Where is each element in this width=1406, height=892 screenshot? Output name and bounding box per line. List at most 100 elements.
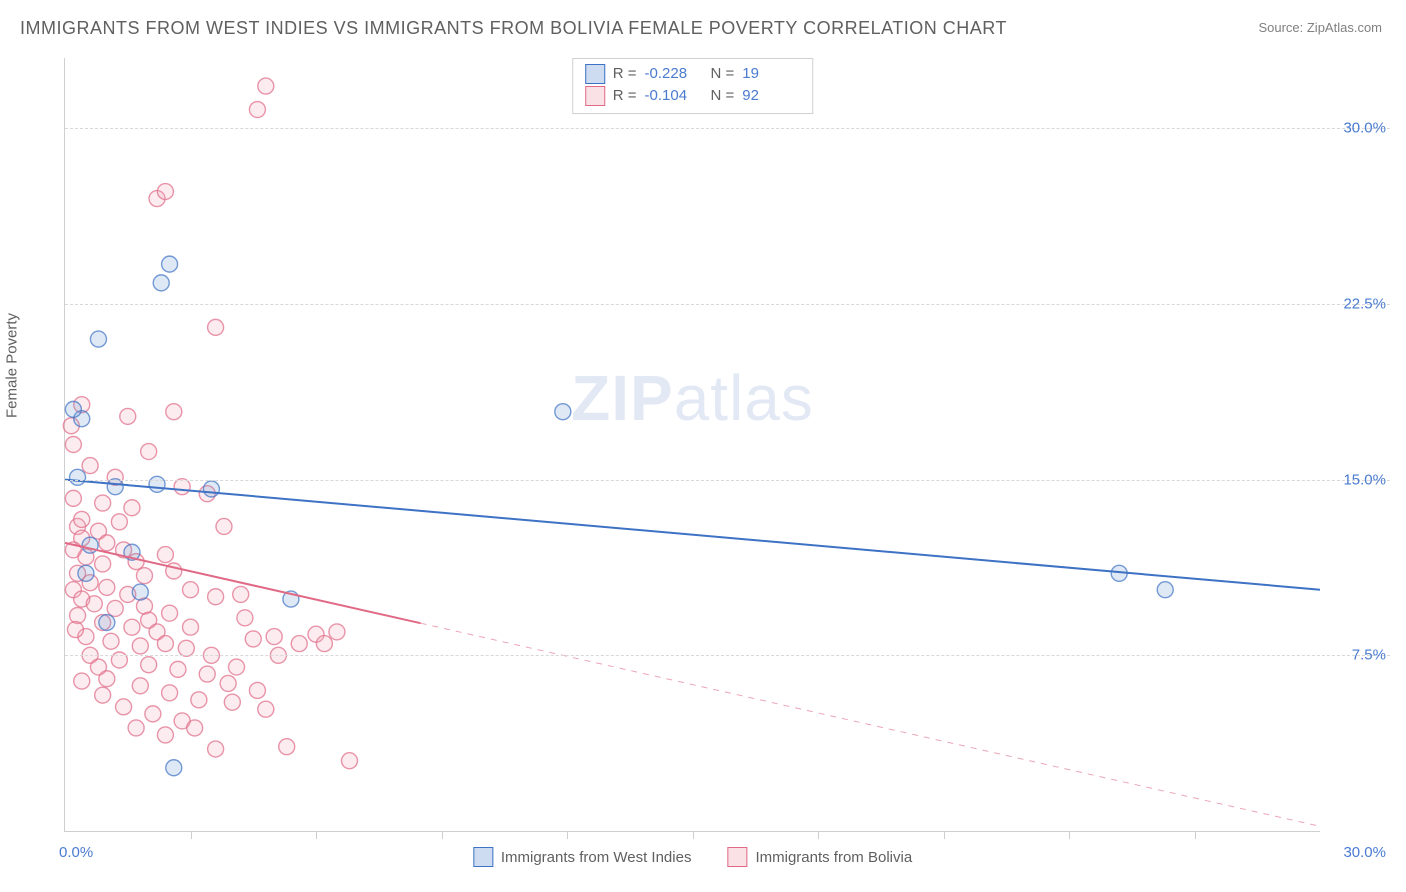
data-point: [291, 636, 307, 652]
data-point: [65, 437, 81, 453]
series-legend: Immigrants from West Indies Immigrants f…: [473, 847, 912, 867]
series-a-name: Immigrants from West Indies: [501, 849, 692, 866]
r-label: R =: [613, 85, 637, 107]
data-point: [78, 565, 94, 581]
data-point: [99, 535, 115, 551]
swatch-series-a: [473, 847, 493, 867]
data-point: [157, 727, 173, 743]
data-point: [208, 589, 224, 605]
x-tick: [693, 831, 694, 839]
r-label: R =: [613, 63, 637, 85]
data-point: [258, 78, 274, 94]
legend-item-b: Immigrants from Bolivia: [727, 847, 912, 867]
plot-svg: [65, 58, 1320, 831]
data-point: [70, 469, 86, 485]
data-point: [67, 622, 83, 638]
gridline: [65, 304, 1390, 305]
data-point: [245, 631, 261, 647]
data-point: [111, 514, 127, 530]
data-point: [166, 404, 182, 420]
source-attribution: Source: ZipAtlas.com: [1258, 20, 1382, 35]
data-point: [95, 556, 111, 572]
data-point: [95, 495, 111, 511]
data-point: [329, 624, 345, 640]
data-point: [157, 636, 173, 652]
y-tick-label: 15.0%: [1343, 471, 1386, 488]
data-point: [99, 615, 115, 631]
x-tick: [442, 831, 443, 839]
data-point: [174, 479, 190, 495]
n-label: N =: [711, 63, 735, 85]
data-point: [316, 636, 332, 652]
series-b-name: Immigrants from Bolivia: [755, 849, 912, 866]
data-point: [103, 633, 119, 649]
data-point: [555, 404, 571, 420]
legend-item-a: Immigrants from West Indies: [473, 847, 692, 867]
swatch-series-b: [585, 86, 605, 106]
data-point: [162, 605, 178, 621]
data-point: [170, 661, 186, 677]
x-tick: [567, 831, 568, 839]
gridline: [65, 655, 1390, 656]
data-point: [70, 607, 86, 623]
trend-line: [65, 480, 1320, 590]
data-point: [65, 401, 81, 417]
x-tick: [944, 831, 945, 839]
data-point: [203, 481, 219, 497]
data-point: [132, 678, 148, 694]
data-point: [266, 629, 282, 645]
trend-line-extrapolated: [421, 623, 1320, 826]
data-point: [95, 687, 111, 703]
gridline: [65, 480, 1390, 481]
data-point: [141, 657, 157, 673]
data-point: [86, 596, 102, 612]
data-point: [199, 666, 215, 682]
data-point: [116, 699, 132, 715]
data-point: [141, 444, 157, 460]
data-point: [141, 612, 157, 628]
y-tick-label: 22.5%: [1343, 295, 1386, 312]
x-tick: [818, 831, 819, 839]
data-point: [153, 275, 169, 291]
x-tick: [316, 831, 317, 839]
y-axis-label: Female Poverty: [4, 313, 21, 418]
data-point: [74, 673, 90, 689]
n-label: N =: [711, 85, 735, 107]
data-point: [237, 610, 253, 626]
data-point: [136, 568, 152, 584]
data-point: [216, 518, 232, 534]
swatch-series-b: [727, 847, 747, 867]
data-point: [162, 256, 178, 272]
correlation-legend: R = -0.228 N = 19 R = -0.104 N = 92: [572, 58, 814, 114]
data-point: [65, 490, 81, 506]
data-point: [132, 584, 148, 600]
x-tick: [191, 831, 192, 839]
data-point: [132, 638, 148, 654]
data-point: [208, 741, 224, 757]
data-point: [178, 640, 194, 656]
data-point: [120, 408, 136, 424]
data-point: [74, 511, 90, 527]
data-point: [157, 184, 173, 200]
data-point: [124, 500, 140, 516]
data-point: [124, 619, 140, 635]
data-point: [145, 706, 161, 722]
n-value-a: 19: [742, 63, 800, 85]
legend-row-b: R = -0.104 N = 92: [585, 85, 801, 107]
data-point: [82, 458, 98, 474]
data-point: [107, 600, 123, 616]
x-axis-min-label: 0.0%: [59, 844, 93, 861]
data-point: [90, 331, 106, 347]
data-point: [220, 675, 236, 691]
data-point: [208, 319, 224, 335]
x-axis-max-label: 30.0%: [1343, 844, 1386, 861]
x-tick: [1069, 831, 1070, 839]
data-point: [128, 720, 144, 736]
r-value-b: -0.104: [645, 85, 703, 107]
data-point: [279, 739, 295, 755]
y-tick-label: 30.0%: [1343, 120, 1386, 137]
data-point: [249, 682, 265, 698]
x-tick: [1195, 831, 1196, 839]
data-point: [162, 685, 178, 701]
legend-row-a: R = -0.228 N = 19: [585, 63, 801, 85]
